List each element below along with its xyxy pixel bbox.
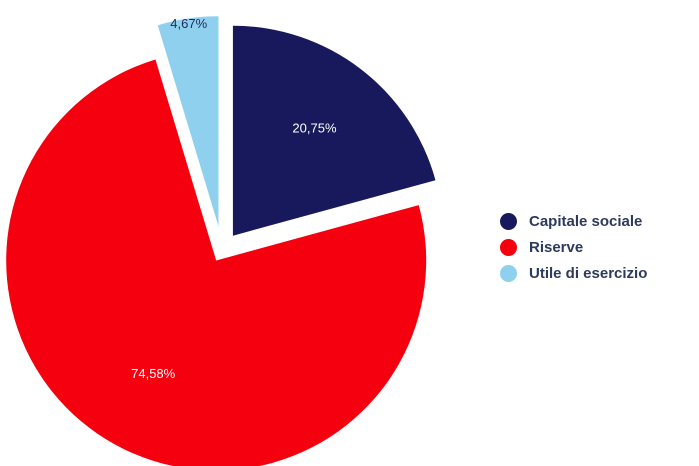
legend-item-capitale-sociale: Capitale sociale	[500, 208, 647, 234]
slice-value-label: 20,75%	[292, 120, 337, 135]
slice-value-label: 4,67%	[170, 16, 207, 31]
legend-swatch	[500, 238, 517, 256]
legend-label: Riserve	[529, 238, 584, 256]
legend-swatch	[500, 264, 517, 282]
legend: Capitale sociale Riserve Utile di eserci…	[500, 208, 647, 286]
slice-value-label: 74,58%	[131, 366, 176, 381]
pie-slice-riserve	[6, 59, 427, 466]
legend-item-utile-di-esercizio: Utile di esercizio	[500, 260, 647, 286]
pie-slice-capitale-sociale	[232, 25, 436, 236]
legend-label: Utile di esercizio	[529, 264, 648, 282]
legend-swatch	[500, 212, 517, 230]
legend-label: Capitale sociale	[529, 212, 643, 230]
legend-item-riserve: Riserve	[500, 234, 647, 260]
pie-slice-utile-di-esercizio	[157, 16, 219, 227]
